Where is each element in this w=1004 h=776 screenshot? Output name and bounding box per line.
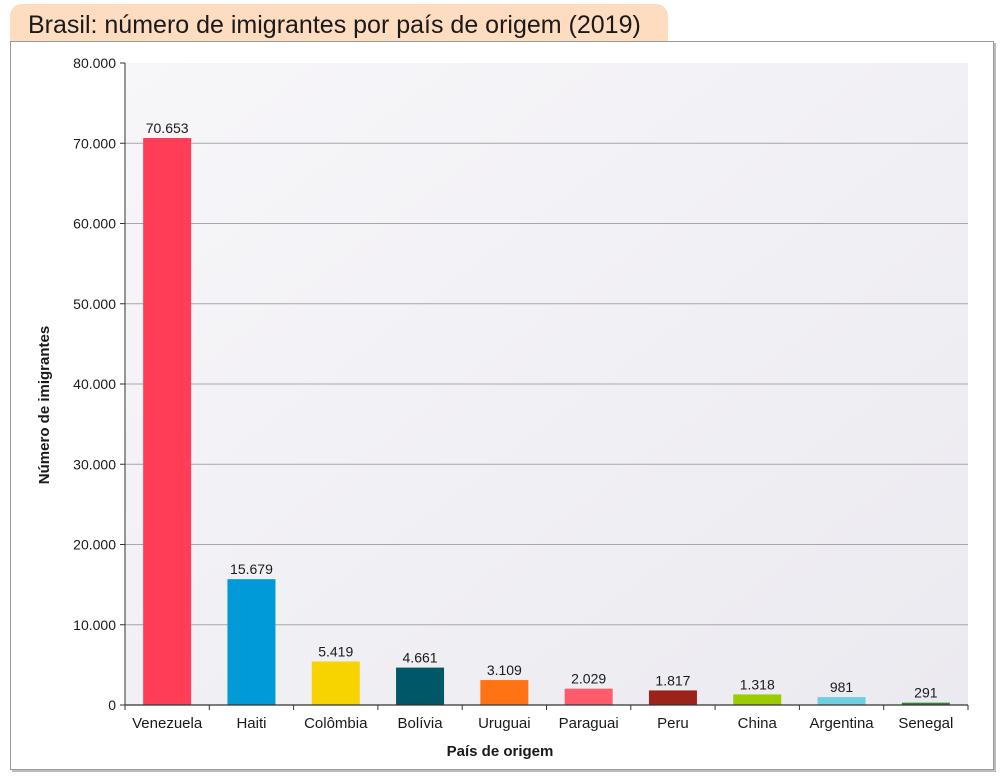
y-tick-label: 40.000 (73, 376, 116, 392)
x-tick-label: Argentina (809, 715, 874, 732)
chart-frame (10, 41, 994, 770)
y-tick-label: 80.000 (73, 55, 116, 71)
bar-senegal (901, 702, 950, 705)
data-label: 2.029 (571, 671, 606, 687)
data-label: 3.109 (487, 662, 522, 678)
data-label: 1.318 (740, 676, 775, 692)
bar-paraguai (564, 688, 613, 705)
x-tick-label: Senegal (898, 715, 953, 732)
y-tick-label: 10.000 (73, 617, 116, 633)
x-tick-label: China (738, 715, 778, 732)
y-tick-label: 50.000 (73, 296, 116, 312)
bar-argentina (817, 697, 866, 705)
y-tick-label: 30.000 (73, 456, 116, 472)
bar-uruguai (480, 680, 529, 705)
data-label: 15.679 (230, 561, 273, 577)
chart-title: Brasil: número de imigrantes por país de… (28, 11, 641, 39)
bar-venezuela (143, 138, 192, 706)
x-axis-label: País de origem (447, 743, 554, 760)
x-tick-label: Peru (657, 715, 689, 732)
data-label: 1.817 (655, 672, 690, 688)
y-tick-label: 70.000 (73, 135, 116, 151)
data-label: 291 (914, 685, 938, 701)
x-tick-label: Bolívia (398, 715, 444, 732)
y-tick-label: 60.000 (73, 216, 116, 232)
y-axis-label: Número de imigrantes (36, 326, 53, 484)
x-tick-label: Colômbia (304, 715, 368, 732)
x-tick-label: Venezuela (132, 715, 203, 732)
x-tick-label: Paraguai (559, 715, 619, 732)
y-tick-label: 0 (108, 697, 116, 713)
bar-peru (648, 690, 697, 705)
bar-china (733, 694, 782, 705)
x-tick-label: Haiti (236, 715, 266, 732)
y-tick-label: 20.000 (73, 537, 116, 553)
x-tick-label: Uruguai (478, 715, 531, 732)
bar-colômbia (311, 661, 360, 705)
bar-bolívia (396, 667, 445, 705)
data-label: 4.661 (403, 650, 438, 666)
title-tab: Brasil: número de imigrantes por país de… (10, 4, 668, 42)
bar-haiti (227, 579, 276, 705)
data-label: 70.653 (146, 120, 189, 136)
data-label: 5.419 (318, 644, 353, 660)
data-label: 981 (830, 679, 854, 695)
